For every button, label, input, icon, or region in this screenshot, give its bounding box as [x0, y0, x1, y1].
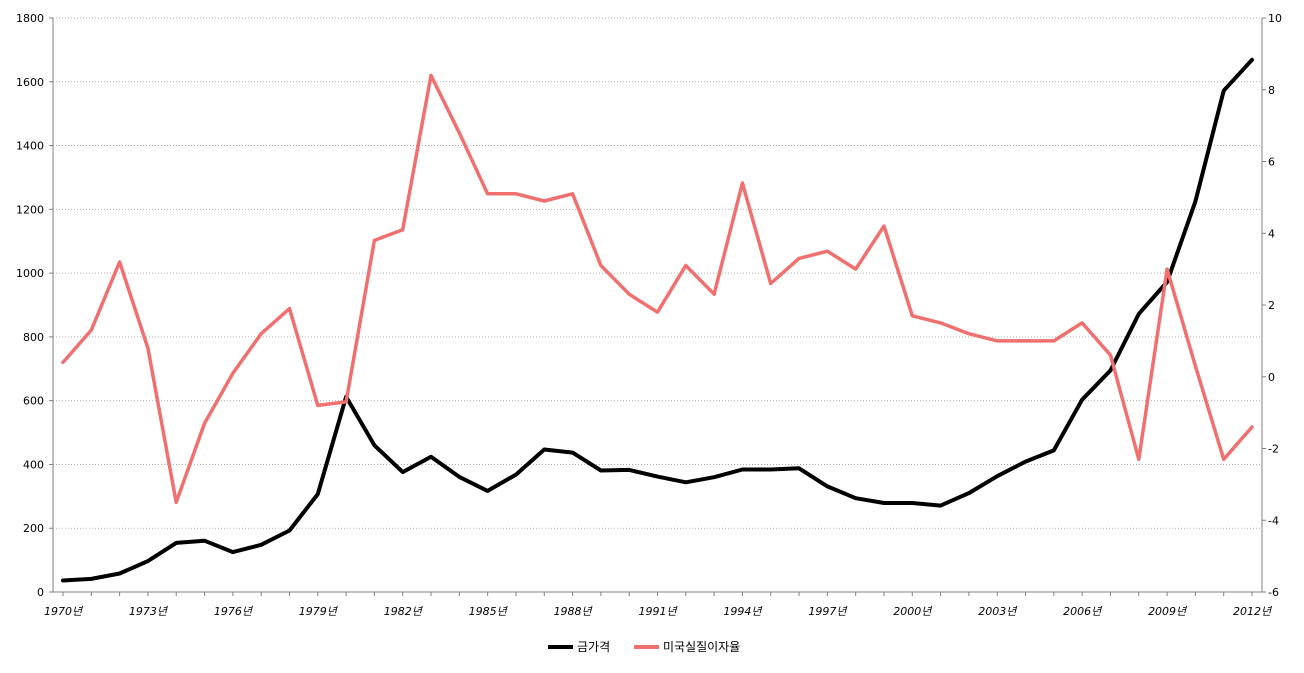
axes	[49, 17, 1266, 596]
legend-label-rate: 미국실질이자율	[663, 640, 740, 654]
x-tick-label: 1994년	[723, 605, 763, 618]
left-y-tick-label: 1600	[16, 76, 44, 89]
left-y-axis-labels: 0 200 400 600 800 1000 1200 1400 1600 1800	[16, 12, 44, 599]
series-lines	[61, 57, 1254, 583]
x-axis-labels: 1970년 1973년 1976년 1979년 1982년 1985년 1988년 1991년…	[44, 605, 1273, 618]
legend: 금가격 미국실질이자율	[548, 640, 740, 654]
left-y-tick-label: 1800	[16, 12, 44, 25]
x-tick-label: 1997년	[808, 605, 848, 618]
x-tick-label: 2003년	[978, 605, 1018, 618]
left-y-tick-label: 800	[23, 331, 44, 344]
x-tick-label: 1976년	[214, 605, 254, 618]
right-y-tick-label: 8	[1268, 84, 1275, 97]
x-tick-label: 2012년	[1233, 605, 1273, 618]
series-line-real-interest-rate	[61, 73, 1254, 505]
right-y-tick-label: -2	[1268, 443, 1279, 456]
right-y-tick-label: -4	[1268, 514, 1279, 527]
left-y-tick-label: 1200	[16, 203, 44, 216]
x-tick-label: 1973년	[129, 605, 169, 618]
x-tick-label: 2009년	[1148, 605, 1188, 618]
gridlines	[53, 17, 1262, 529]
right-y-tick-label: 0	[1268, 371, 1275, 384]
right-y-axis-labels: -6 -4 -2 0 2 4 6 8 10	[1268, 12, 1282, 599]
x-tick-label: 2000년	[893, 605, 933, 618]
x-tick-label: 1970년	[44, 605, 84, 618]
right-y-tick-label: 10	[1268, 12, 1282, 25]
left-y-tick-label: 1000	[16, 267, 44, 280]
x-tick-label: 1985년	[469, 605, 509, 618]
x-tick-label: 1979년	[299, 605, 339, 618]
right-y-tick-label: -6	[1268, 586, 1279, 599]
right-y-tick-label: 4	[1268, 227, 1275, 240]
left-y-tick-label: 0	[37, 586, 44, 599]
x-tick-label: 2006년	[1063, 605, 1103, 618]
x-tick-label: 1982년	[384, 605, 424, 618]
x-tick-label: 1991년	[639, 605, 679, 618]
right-y-tick-label: 2	[1268, 299, 1275, 312]
x-tick-label: 1988년	[554, 605, 594, 618]
series-line-gold-price	[61, 57, 1254, 583]
legend-label-gold: 금가격	[577, 640, 610, 654]
left-y-tick-label: 400	[23, 458, 44, 471]
right-y-tick-label: 6	[1268, 156, 1275, 169]
left-y-tick-label: 600	[23, 395, 44, 408]
left-y-tick-label: 200	[23, 522, 44, 535]
left-y-tick-label: 1400	[16, 140, 44, 153]
